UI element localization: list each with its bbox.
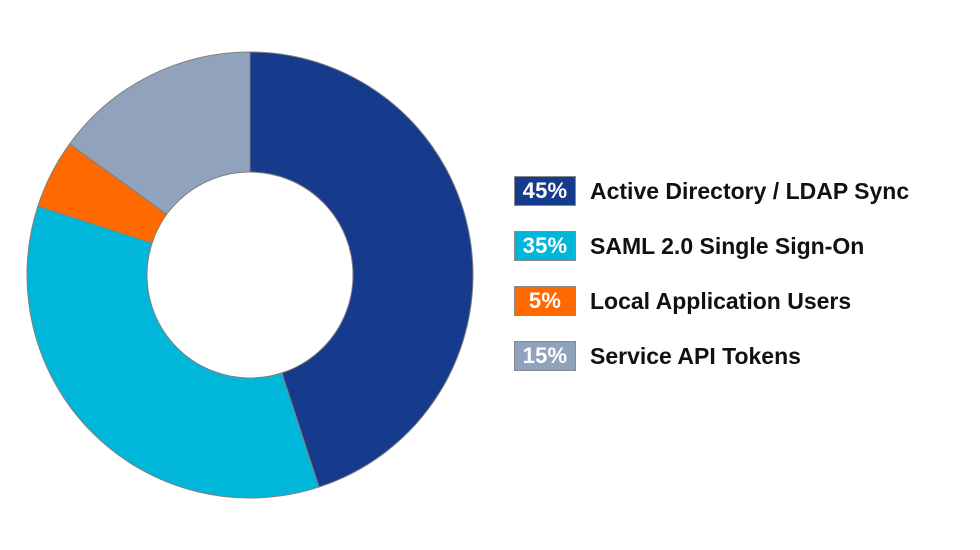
legend-item-saml-sso: 35% SAML 2.0 Single Sign-On (514, 229, 909, 263)
legend-badge-saml-sso: 35% (514, 231, 576, 261)
chart-legend: 45% Active Directory / LDAP Sync 35% SAM… (514, 174, 909, 394)
legend-item-active-directory: 45% Active Directory / LDAP Sync (514, 174, 909, 208)
legend-item-local-users: 5% Local Application Users (514, 284, 909, 318)
legend-label-active-directory: Active Directory / LDAP Sync (590, 177, 910, 204)
legend-label-saml-sso: SAML 2.0 Single Sign-On (590, 232, 865, 259)
donut-chart (26, 51, 474, 499)
donut-hole (146, 171, 354, 379)
legend-badge-api-tokens: 15% (514, 341, 576, 371)
slice-active-directory (249, 51, 474, 488)
legend-label-api-tokens: Service API Tokens (590, 342, 801, 369)
legend-badge-local-users: 5% (514, 286, 576, 316)
legend-badge-active-directory: 45% (514, 176, 576, 206)
legend-label-local-users: Local Application Users (590, 287, 852, 314)
legend-item-api-tokens: 15% Service API Tokens (514, 339, 909, 373)
